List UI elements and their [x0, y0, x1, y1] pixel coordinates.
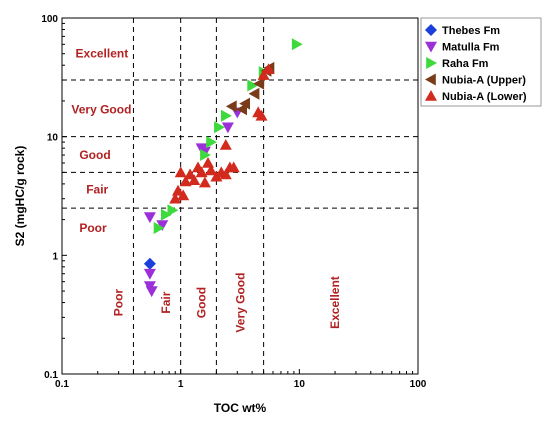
point-series-1 — [145, 286, 158, 298]
point-series-4 — [219, 139, 232, 150]
axis-ticks: 0.10.1 1 1 10 10 100 100 — [41, 14, 426, 390]
plot-frame — [61, 17, 419, 375]
y-tick-label: 100 — [41, 14, 58, 25]
toc-zone-label: Good — [195, 287, 209, 318]
data-points — [143, 38, 303, 298]
legend-label: Matulla Fm — [442, 42, 500, 54]
x-tick-label: 0.1 — [55, 379, 69, 390]
legend-marker — [426, 57, 437, 69]
toc-zone-label: Very Good — [234, 273, 248, 333]
zone-labels: Excellent Very Good Good Fair Poor Poor Fair Go… — [71, 47, 342, 333]
legend: Thebes Fm Matulla Fm Raha Fm Nubia-A (Upper… — [420, 17, 542, 107]
point-series-1 — [221, 122, 234, 134]
point-series-2 — [200, 149, 211, 161]
y-tick-label: 10 — [47, 133, 59, 144]
point-series-4 — [255, 109, 268, 121]
s2-zone-label: Good — [79, 148, 110, 162]
s2-zone-label: Excellent — [76, 47, 129, 61]
point-series-2 — [221, 109, 232, 122]
x-tick-label: 1 — [178, 379, 184, 390]
point-series-4 — [198, 176, 211, 188]
legend-label: Thebes Fm — [442, 25, 500, 37]
point-series-2 — [214, 121, 225, 134]
point-series-4 — [174, 166, 187, 178]
point-series-4 — [219, 168, 232, 180]
point-series-2 — [247, 79, 259, 92]
point-series-4 — [195, 166, 208, 178]
y-tick-label: 0.1 — [44, 370, 58, 381]
point-series-2 — [153, 222, 165, 234]
point-series-4 — [179, 175, 192, 187]
toc-zone-label: Excellent — [328, 276, 342, 329]
point-series-4 — [172, 184, 184, 196]
point-series-4 — [227, 161, 240, 173]
point-series-2 — [291, 38, 303, 51]
point-series-3 — [225, 100, 237, 113]
toc-zone-label: Poor — [112, 289, 126, 317]
y-tick-label: 1 — [52, 251, 58, 262]
x-axis-title: TOC wt% — [214, 401, 267, 415]
point-series-2 — [161, 208, 172, 221]
s2-zone-label: Fair — [86, 182, 108, 196]
y-axis-title: S2 (mgHC/g rock) — [13, 146, 27, 247]
point-series-4 — [188, 174, 201, 185]
legend-marker — [425, 41, 437, 53]
x-tick-label: 10 — [294, 379, 306, 390]
point-series-1 — [143, 212, 156, 224]
legend-marker — [425, 90, 437, 101]
legend-label: Raha Fm — [442, 58, 489, 70]
point-series-4 — [169, 192, 182, 204]
s2-zone-label: Poor — [79, 221, 107, 235]
point-series-3 — [239, 97, 250, 110]
legend-marker — [425, 24, 437, 36]
x-tick-label: 100 — [410, 379, 427, 390]
toc-zone-label: Fair — [159, 291, 173, 313]
s2-zone-label: Very Good — [71, 102, 131, 116]
legend-label: Nubia-A (Lower) — [442, 91, 527, 103]
point-series-2 — [206, 136, 217, 149]
point-series-4 — [205, 164, 217, 176]
legend-label: Nubia-A (Upper) — [442, 75, 526, 87]
point-series-3 — [253, 77, 265, 90]
point-series-1 — [156, 220, 169, 231]
legend-box — [420, 17, 542, 107]
point-series-4 — [262, 63, 275, 74]
point-series-1 — [143, 268, 156, 280]
point-series-4 — [177, 189, 190, 201]
point-series-3 — [248, 87, 260, 100]
legend-marker — [425, 73, 436, 86]
point-series-0 — [143, 257, 156, 270]
point-series-4 — [257, 69, 270, 80]
point-series-2 — [167, 204, 179, 217]
